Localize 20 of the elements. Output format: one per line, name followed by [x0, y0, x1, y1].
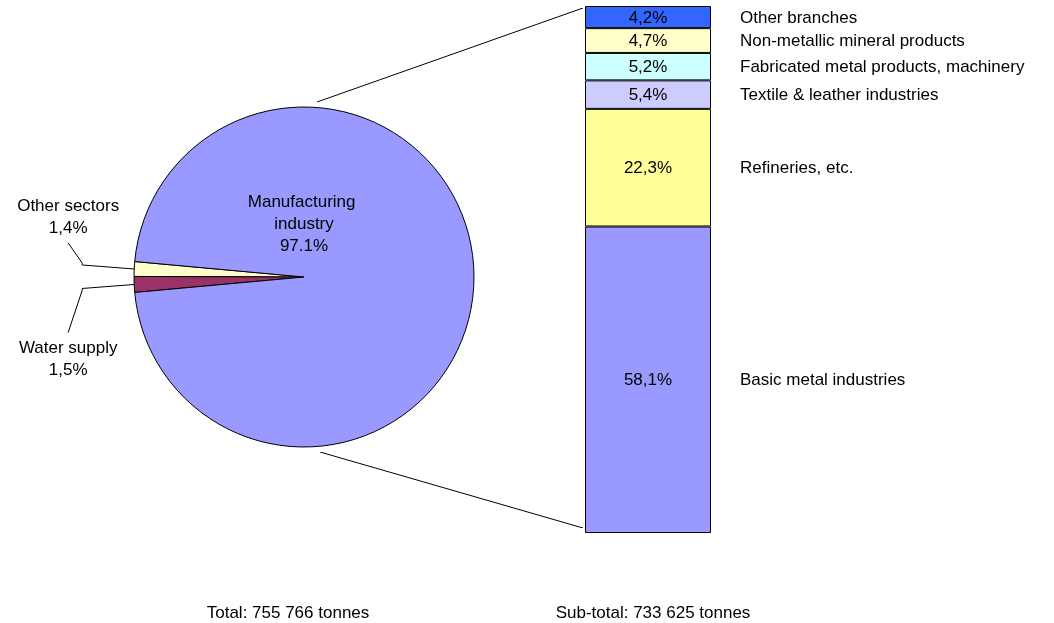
series-label: Other branches	[740, 7, 858, 27]
series-label: Refineries, etc.	[740, 158, 854, 178]
data-label: 1,5%	[48, 359, 88, 379]
series-label: Non-metallic mineral products	[740, 31, 965, 51]
series-label: Basic metal industries	[740, 370, 906, 390]
series-label: Textile & leather industries	[740, 85, 939, 105]
data-label: 5,4%	[628, 85, 668, 105]
data-label: 1,4%	[48, 218, 88, 238]
data-label: 22,3%	[623, 158, 673, 178]
slice-label: Manufacturing industry	[247, 191, 361, 233]
data-label: 58,1%	[623, 370, 673, 390]
data-label: 5,2%	[628, 57, 668, 77]
text: Sub-total: 733 625 tonnes	[555, 602, 751, 622]
slice-label: Other sectors	[17, 196, 120, 216]
data-label: 4,7%	[628, 31, 668, 51]
data-label: 4,2%	[628, 7, 668, 27]
data-label: 97.1%	[279, 235, 329, 255]
slice-label: Water supply	[18, 337, 118, 357]
text: Total: 755 766 tonnes	[206, 602, 370, 622]
series-label: Fabricated metal products, machinery	[740, 57, 1025, 77]
